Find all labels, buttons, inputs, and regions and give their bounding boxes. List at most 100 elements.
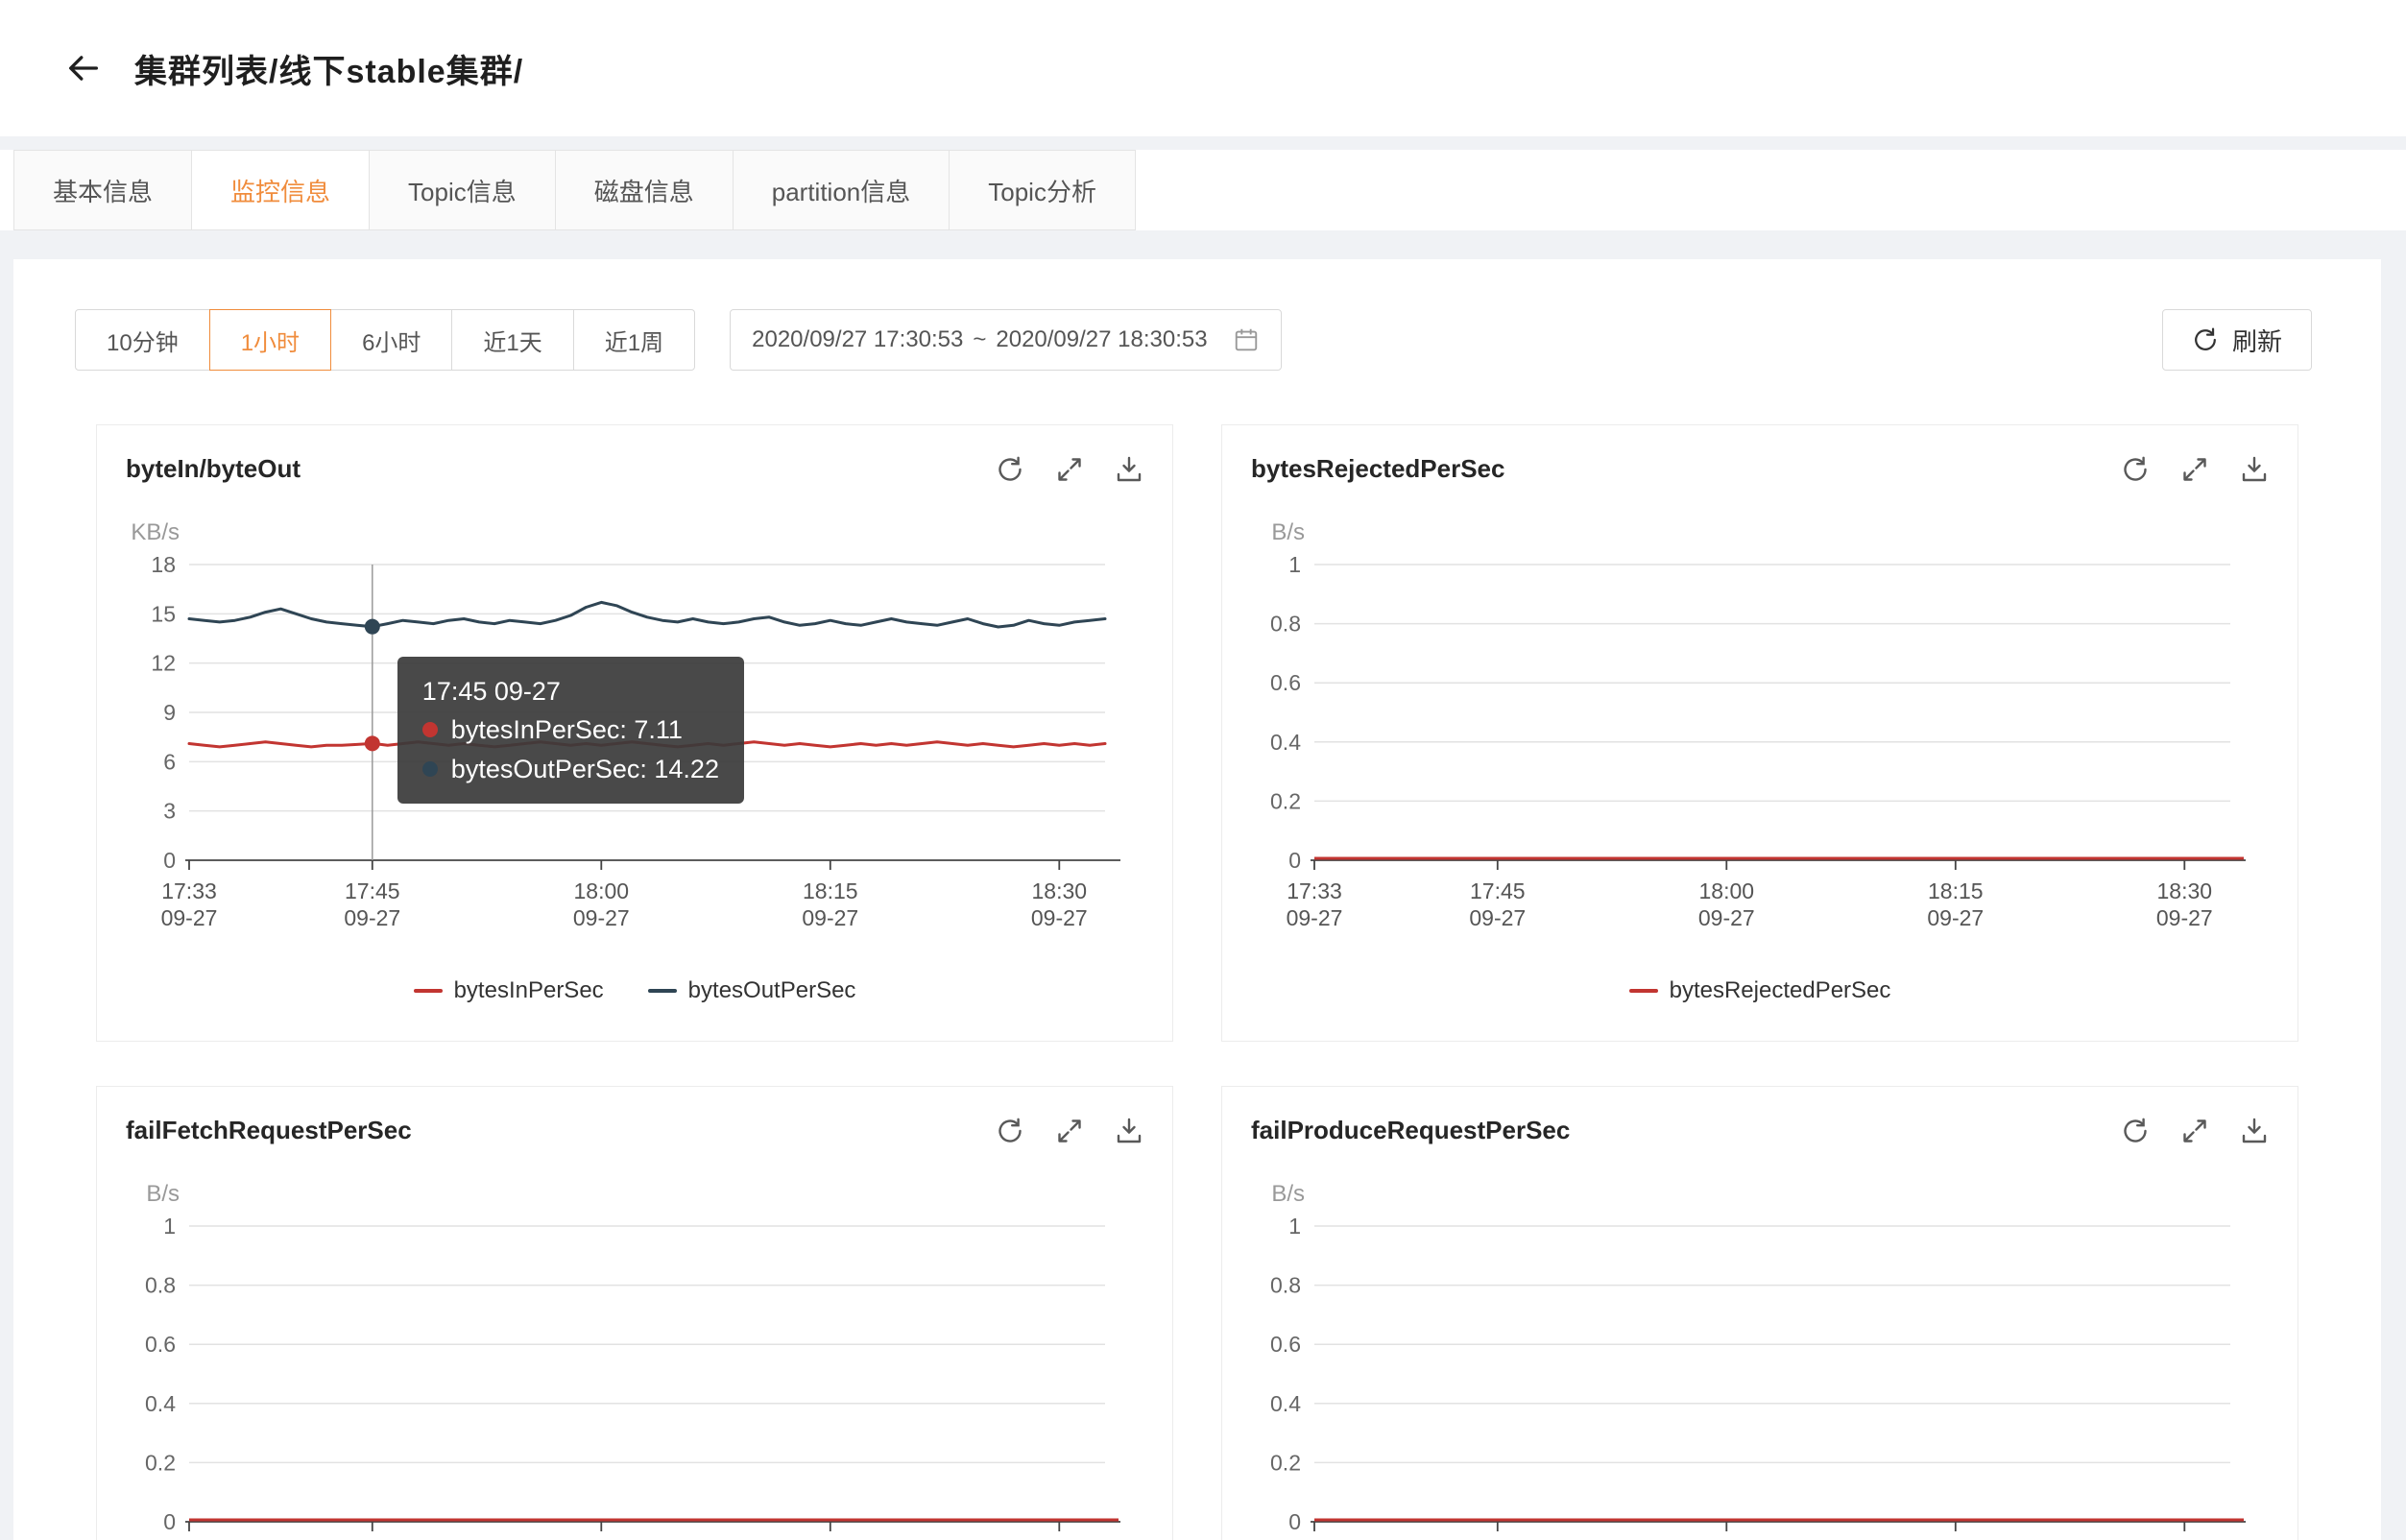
y-tick-label: 0 — [1288, 1509, 1301, 1534]
chart-canvas: 00.20.40.60.81B/s17:3309-2717:4509-2718:… — [1270, 519, 2246, 930]
chart-card-bytes-rejected: bytesRejectedPerSec 0 0.2 0.4 0.6 0.8 1 B/s 17:3… — [1221, 424, 2298, 1042]
x-tick-time: 17:45 — [1470, 878, 1526, 903]
chart-download-icon[interactable] — [2240, 1117, 2269, 1145]
y-tick-label: 1 — [1288, 1214, 1301, 1239]
y-tick-label: 1 — [1288, 552, 1301, 577]
y-tick-label: 0.6 — [1270, 670, 1301, 695]
chart-fullscreen-icon[interactable] — [1055, 1117, 1084, 1145]
page-header: 集群列表/线下stable集群/ — [0, 0, 2406, 136]
charts-grid: byteIn/byteOut 0 3 6 9 12 15 18 KB/s 17:33 09-27 17… — [96, 424, 2298, 1540]
chart-canvas: 00.20.40.60.81B/s17:3309-2717:4509-2718:… — [1270, 1181, 2246, 1534]
y-tick-label: 12 — [151, 651, 176, 676]
x-tick-date: 09-27 — [161, 905, 218, 930]
time-6hour[interactable]: 6小时 — [330, 309, 453, 371]
x-tick-time: 17:33 — [161, 878, 217, 903]
tab-basic-info[interactable]: 基本信息 — [13, 150, 193, 230]
time-1day[interactable]: 近1天 — [451, 309, 574, 371]
chart-plot-area: 00.20.40.60.81B/s17:3309-2717:4509-2718:… — [1251, 1167, 2269, 1540]
x-tick-time: 18:30 — [1032, 878, 1088, 903]
chart-legend: bytesInPerSec bytesOutPerSec — [126, 977, 1143, 1004]
tab-topic-info[interactable]: Topic信息 — [369, 150, 556, 230]
back-button[interactable] — [61, 46, 106, 90]
y-tick-label: 9 — [163, 700, 176, 725]
tooltip-series-value: bytesOutPerSec: 14.22 — [450, 754, 719, 783]
y-tick-label: 0 — [163, 848, 176, 873]
time-range-group: 10分钟 1小时 6小时 近1天 近1周 — [75, 309, 696, 371]
chart-title: byteIn/byteOut — [126, 454, 301, 483]
tab-topic-analysis[interactable]: Topic分析 — [949, 150, 1136, 230]
legend-label: bytesRejectedPerSec — [1669, 977, 1891, 1003]
date-separator: ~ — [973, 326, 987, 352]
crosshair-dot — [364, 735, 380, 752]
date-start: 2020/09/27 17:30:53 — [752, 326, 964, 352]
legend-marker — [1628, 989, 1658, 993]
x-tick-time: 18:00 — [1699, 878, 1755, 903]
chart-card-byte-in-out: byteIn/byteOut 0 3 6 9 12 15 18 KB/s 17:33 09-27 17… — [96, 424, 1173, 1042]
legend-item[interactable]: bytesRejectedPerSec — [1628, 977, 1891, 1004]
legend-marker — [647, 989, 677, 993]
x-tick-time: 18:15 — [803, 878, 858, 903]
monitor-panel: 10分钟 1小时 6小时 近1天 近1周 2020/09/27 17:30:53 ~ 2… — [13, 259, 2381, 1540]
chart-canvas: 00.20.40.60.81B/s17:3309-2717:4509-2718:… — [145, 1181, 1120, 1534]
chart-refresh-icon[interactable] — [2121, 1117, 2150, 1145]
y-axis-unit: B/s — [146, 1181, 180, 1207]
chart-fullscreen-icon[interactable] — [2180, 455, 2209, 484]
x-tick-date: 09-27 — [802, 905, 858, 930]
series-line — [187, 600, 1107, 629]
chart-fullscreen-icon[interactable] — [2180, 1117, 2209, 1145]
tab-bar: 基本信息 监控信息 Topic信息 磁盘信息 partition信息 Topic分析 — [0, 150, 2406, 230]
x-tick-date: 09-27 — [1927, 905, 1984, 930]
tooltip-title: 17:45 09-27 — [421, 676, 561, 706]
chart-plot-area: 00.20.40.60.81B/s17:3309-2717:4509-2718:… — [126, 1167, 1143, 1540]
y-axis-unit: B/s — [1271, 1181, 1305, 1207]
y-tick-label: 0.2 — [1270, 1450, 1301, 1475]
chart-tooltip: 17:45 09-27 bytesInPerSec: 7.11 bytesOutPe… — [397, 656, 744, 804]
chart-title: bytesRejectedPerSec — [1251, 454, 1505, 483]
chart-toolbox — [2121, 1117, 2269, 1145]
tooltip-item: bytesOutPerSec: 14.22 — [421, 750, 719, 789]
x-tick-time: 17:33 — [1287, 878, 1342, 903]
x-tick-date: 09-27 — [1287, 905, 1343, 930]
chart-header: failFetchRequestPerSec — [126, 1116, 1143, 1145]
chart-refresh-icon[interactable] — [996, 455, 1024, 484]
legend-item[interactable]: bytesOutPerSec — [647, 977, 855, 1004]
refresh-icon — [2192, 326, 2219, 353]
tab-monitor-info[interactable]: 监控信息 — [191, 150, 371, 230]
time-1week[interactable]: 近1周 — [572, 309, 696, 371]
y-tick-label: 0.6 — [1270, 1332, 1301, 1357]
tooltip-series-dot — [421, 760, 438, 777]
tab-partition-info[interactable]: partition信息 — [732, 150, 950, 230]
toolbar: 10分钟 1小时 6小时 近1天 近1周 2020/09/27 17:30:53 ~ 2… — [61, 309, 2333, 371]
refresh-button[interactable]: 刷新 — [2161, 309, 2312, 371]
chart-refresh-icon[interactable] — [996, 1117, 1024, 1145]
y-tick-label: 6 — [163, 749, 176, 774]
y-tick-label: 18 — [151, 552, 176, 577]
y-axis-unit: KB/s — [131, 519, 180, 545]
chart-download-icon[interactable] — [1115, 455, 1143, 484]
chart-header: bytesRejectedPerSec — [1251, 454, 2269, 484]
y-tick-label: 0.8 — [1270, 612, 1301, 637]
y-tick-label: 0.2 — [1270, 788, 1301, 813]
y-tick-label: 0.8 — [1270, 1273, 1301, 1298]
x-tick-date: 09-27 — [344, 905, 400, 930]
time-10min[interactable]: 10分钟 — [75, 309, 210, 371]
legend-item[interactable]: bytesInPerSec — [413, 977, 604, 1004]
tab-disk-info[interactable]: 磁盘信息 — [554, 150, 734, 230]
date-range-picker[interactable]: 2020/09/27 17:30:53 ~ 2020/09/27 18:30:5… — [730, 309, 1282, 371]
legend-label: bytesInPerSec — [453, 977, 604, 1003]
chart-header: byteIn/byteOut — [126, 454, 1143, 484]
chart-fullscreen-icon[interactable] — [1055, 455, 1084, 484]
chart-toolbox — [996, 1117, 1143, 1145]
y-tick-label: 0 — [1288, 848, 1301, 873]
chart-download-icon[interactable] — [2240, 455, 2269, 484]
breadcrumb-title: 集群列表/线下stable集群/ — [134, 53, 524, 90]
y-tick-label: 15 — [151, 601, 176, 626]
x-tick-time: 18:00 — [574, 878, 630, 903]
tooltip-series-value: bytesInPerSec: 7.11 — [450, 715, 683, 744]
chart-download-icon[interactable] — [1115, 1117, 1143, 1145]
y-tick-label: 0.8 — [145, 1273, 176, 1298]
y-axis-unit: B/s — [1271, 519, 1305, 545]
chart-refresh-icon[interactable] — [2121, 455, 2150, 484]
time-1hour[interactable]: 1小时 — [208, 309, 332, 371]
